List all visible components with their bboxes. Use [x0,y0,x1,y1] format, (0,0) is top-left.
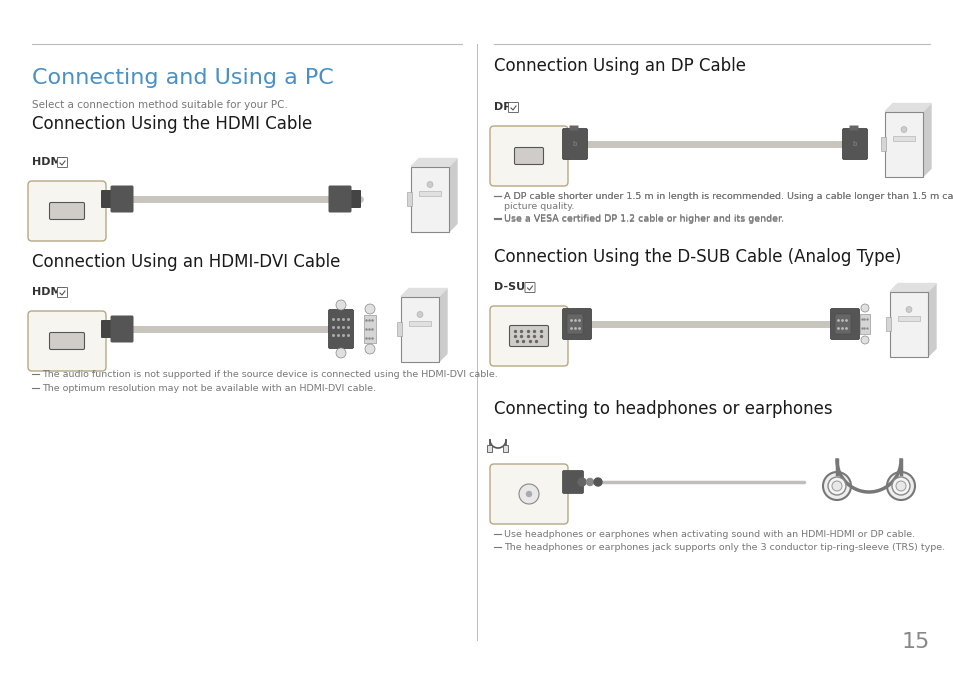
Circle shape [831,481,841,491]
FancyBboxPatch shape [328,310,354,348]
FancyBboxPatch shape [562,128,587,159]
Bar [418,191,440,196]
Circle shape [905,306,911,313]
FancyBboxPatch shape [566,314,582,334]
FancyBboxPatch shape [509,325,548,346]
Bar [892,136,914,141]
FancyBboxPatch shape [514,148,543,165]
Circle shape [335,348,346,358]
Text: 15: 15 [901,632,929,652]
Polygon shape [927,284,935,356]
Bar [364,315,375,343]
FancyBboxPatch shape [50,333,85,350]
FancyBboxPatch shape [841,128,866,159]
Circle shape [335,300,346,310]
Text: A DP cable shorter under 1.5 m in length is recommended. Using a cable longer th: A DP cable shorter under 1.5 m in length… [503,192,953,201]
Circle shape [526,491,531,497]
Bar [884,111,923,176]
Text: Connecting to headphones or earphones: Connecting to headphones or earphones [494,400,832,418]
Text: Use a VESA certified DP 1.2 cable or higher and its gender.: Use a VESA certified DP 1.2 cable or hig… [503,215,783,224]
FancyBboxPatch shape [569,126,578,130]
FancyBboxPatch shape [57,288,68,298]
Circle shape [891,477,909,495]
FancyBboxPatch shape [57,157,68,167]
Text: DP: DP [494,102,511,112]
FancyBboxPatch shape [490,464,567,524]
Text: Use headphones or earphones when activating sound with an HDMI-HDMI or DP cable.: Use headphones or earphones when activat… [503,530,914,539]
Circle shape [861,336,868,344]
Bar [407,192,412,206]
FancyBboxPatch shape [101,320,112,338]
FancyBboxPatch shape [101,190,112,208]
Bar [487,445,492,452]
Polygon shape [449,159,456,232]
Bar [889,292,927,356]
Bar [897,316,919,321]
FancyBboxPatch shape [834,314,850,334]
Circle shape [365,344,375,354]
Text: The audio function is not supported if the source device is connected using the : The audio function is not supported if t… [42,370,497,379]
Text: Connection Using an DP Cable: Connection Using an DP Cable [494,57,745,75]
Bar [411,167,449,232]
Circle shape [827,477,845,495]
Text: Select a connection method suitable for your PC.: Select a connection method suitable for … [32,100,288,110]
FancyBboxPatch shape [562,308,591,340]
Circle shape [594,478,601,486]
Text: b: b [852,141,857,147]
Text: HDMI: HDMI [32,157,66,167]
FancyBboxPatch shape [50,202,85,219]
Circle shape [416,311,422,317]
Polygon shape [889,284,935,292]
Bar [396,322,401,336]
FancyBboxPatch shape [111,315,133,342]
FancyBboxPatch shape [562,470,583,493]
Circle shape [578,478,585,486]
Polygon shape [411,159,456,167]
Circle shape [518,484,538,504]
Circle shape [822,472,850,500]
Bar [400,296,438,362]
Bar [859,314,869,334]
FancyBboxPatch shape [508,103,518,113]
FancyBboxPatch shape [830,308,859,340]
Text: The headphones or earphones jack supports only the 3 conductor tip-ring-sleeve (: The headphones or earphones jack support… [503,543,944,552]
Polygon shape [438,288,447,362]
Text: picture quality.: picture quality. [503,202,574,211]
FancyBboxPatch shape [28,311,106,371]
Circle shape [586,479,593,485]
Text: Connection Using an HDMI-DVI Cable: Connection Using an HDMI-DVI Cable [32,253,340,271]
Circle shape [427,182,433,188]
FancyBboxPatch shape [28,181,106,241]
FancyBboxPatch shape [111,186,133,213]
Circle shape [900,126,906,132]
Bar [885,317,890,331]
FancyBboxPatch shape [848,126,858,130]
Bar [503,445,508,452]
Circle shape [365,304,375,314]
FancyBboxPatch shape [490,306,567,366]
FancyBboxPatch shape [328,186,351,213]
Bar [409,321,431,326]
Circle shape [886,472,914,500]
FancyBboxPatch shape [524,283,535,292]
Text: Connection Using the HDMI Cable: Connection Using the HDMI Cable [32,115,312,133]
Polygon shape [884,103,930,111]
Text: A DP cable shorter under 1.5 m in length is recommended. Using a cable longer th: A DP cable shorter under 1.5 m in length… [503,192,953,201]
Polygon shape [400,288,447,296]
Circle shape [861,304,868,312]
Text: The optimum resolution may not be available with an HDMI-DVI cable.: The optimum resolution may not be availa… [42,384,375,393]
Text: Connecting and Using a PC: Connecting and Using a PC [32,68,334,88]
Text: b: b [572,141,577,147]
Circle shape [895,481,905,491]
Polygon shape [923,103,930,176]
Bar [880,137,885,151]
Text: D-SUB: D-SUB [494,282,533,292]
Text: Connection Using the D-SUB Cable (Analog Type): Connection Using the D-SUB Cable (Analog… [494,248,901,266]
Text: Use a VESA certified DP 1.2 cable or higher and its gender.: Use a VESA certified DP 1.2 cable or hig… [503,214,783,223]
FancyBboxPatch shape [490,126,567,186]
FancyBboxPatch shape [349,190,360,208]
Text: HDMI: HDMI [32,287,66,297]
